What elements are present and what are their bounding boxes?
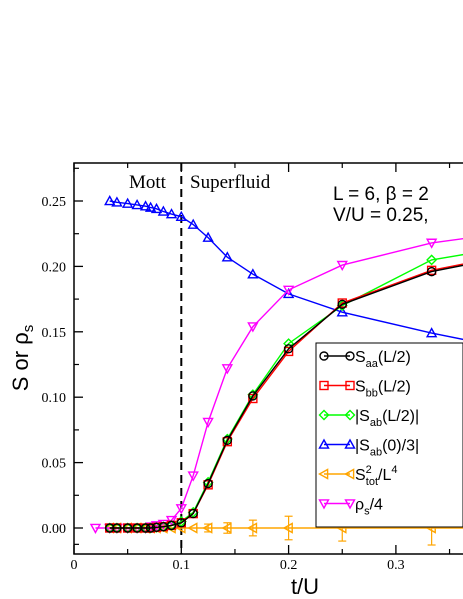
data-point: [221, 251, 234, 262]
data-point: [426, 266, 437, 277]
annotation-params-line1: L = 6, β = 2: [333, 184, 429, 205]
data-point: [111, 196, 123, 207]
data-point: [425, 238, 438, 249]
legend-marker: [318, 438, 330, 449]
legend-marker: [345, 351, 355, 361]
data-point: [247, 322, 259, 333]
y-tick-label: 0.05: [42, 457, 67, 472]
legend-marker: [344, 409, 356, 421]
data-point: [187, 471, 199, 482]
data-point: [203, 478, 213, 489]
legend-marker: [319, 351, 329, 361]
data-point: [248, 393, 258, 404]
data-point: [202, 417, 214, 428]
data-point: [176, 518, 187, 528]
data-point: [121, 197, 134, 208]
y-axis-label-main: S or ρ: [8, 332, 33, 391]
y-axis-label: S or ρs: [8, 325, 37, 391]
legend-label: Sbb(L/2): [355, 379, 411, 400]
annotation-mott: Mott: [129, 172, 167, 193]
series-line: [109, 264, 463, 529]
data-point: [221, 522, 232, 534]
data-point: [221, 364, 234, 375]
data-point: [150, 202, 163, 214]
legend-label: Saa(L/2): [355, 349, 411, 370]
data-point: [104, 195, 116, 206]
data-point: [282, 285, 295, 296]
y-tick-label: 0.15: [42, 326, 67, 341]
annotation-params-line2: V/U = 0.25,: [333, 205, 429, 226]
legend-marker: [344, 499, 356, 510]
data-point: [139, 200, 152, 211]
data-point: [222, 435, 233, 446]
data-point: [89, 523, 102, 534]
legend-marker: [318, 499, 330, 510]
data-point: [151, 522, 162, 533]
data-point: [336, 306, 348, 317]
x-tick-label: 0.1: [173, 558, 191, 573]
data-point: [202, 231, 214, 242]
series-3: [104, 195, 463, 341]
y-tick-label: 0.00: [42, 522, 67, 537]
data-point: [140, 523, 151, 533]
data-point: [426, 254, 438, 266]
x-tick-label: 0: [71, 558, 78, 573]
axis-ticks: 0 0.1 0.2 0.3 0.00 0.05 0.10 0.15 0.20 0.25: [42, 163, 451, 573]
legend-label: ρs/4: [355, 497, 383, 518]
x-tick-label: 0.3: [387, 558, 405, 573]
data-point: [187, 522, 198, 534]
legend-marker: [345, 380, 355, 391]
y-tick-label: 0.20: [42, 260, 67, 275]
series-line: [109, 200, 463, 341]
data-point: [336, 260, 348, 272]
data-point: [425, 327, 438, 338]
data-point: [157, 205, 170, 216]
legend: Saa(L/2) Sbb(L/2) |Sab(L/2)| |Sab(0)/3| S2 to…: [315, 342, 463, 528]
data-point: [131, 198, 143, 210]
plot-frame: [73, 162, 463, 555]
data-point: [166, 520, 177, 531]
y-axis-label-sub: s: [20, 325, 37, 333]
data-point: [165, 208, 178, 219]
legend-box: [315, 342, 463, 528]
data-point: [175, 504, 187, 515]
legend-marker: [344, 438, 356, 449]
y-tick-label: 0.25: [42, 195, 67, 210]
data-point: [187, 218, 199, 229]
data-point: [122, 523, 133, 533]
y-tick-label: 0.10: [42, 391, 67, 406]
data-point: [248, 391, 258, 401]
legend-label: |Sab(0)/3|: [355, 438, 419, 459]
data-point: [105, 523, 115, 533]
legend-label: S2 tot/L4: [355, 464, 398, 488]
legend-label: |Sab(L/2)|: [355, 408, 419, 429]
annotation-superfluid: Superfluid: [190, 172, 271, 193]
data-point: [202, 522, 213, 534]
data-point: [337, 299, 347, 310]
data-point: [247, 268, 259, 279]
x-axis-label: t/U: [291, 574, 319, 599]
data-point: [283, 346, 294, 357]
data-point: [282, 287, 295, 299]
data-point: [282, 522, 293, 534]
data-point: [336, 300, 348, 312]
data-point: [188, 508, 198, 519]
series-0: [105, 264, 463, 533]
data-point: [112, 523, 122, 533]
data-point: [165, 515, 178, 527]
data-point: [144, 201, 157, 212]
legend-marker: [319, 380, 329, 391]
legend-marker: [318, 409, 330, 421]
legend-marker: [344, 468, 355, 480]
x-tick-label: 0.2: [280, 558, 298, 573]
data-point: [283, 344, 294, 354]
legend-marker: [318, 468, 329, 480]
data-point: [145, 523, 156, 533]
plot-area: [89, 163, 463, 554]
data-point: [246, 522, 258, 534]
data-point: [175, 210, 187, 221]
